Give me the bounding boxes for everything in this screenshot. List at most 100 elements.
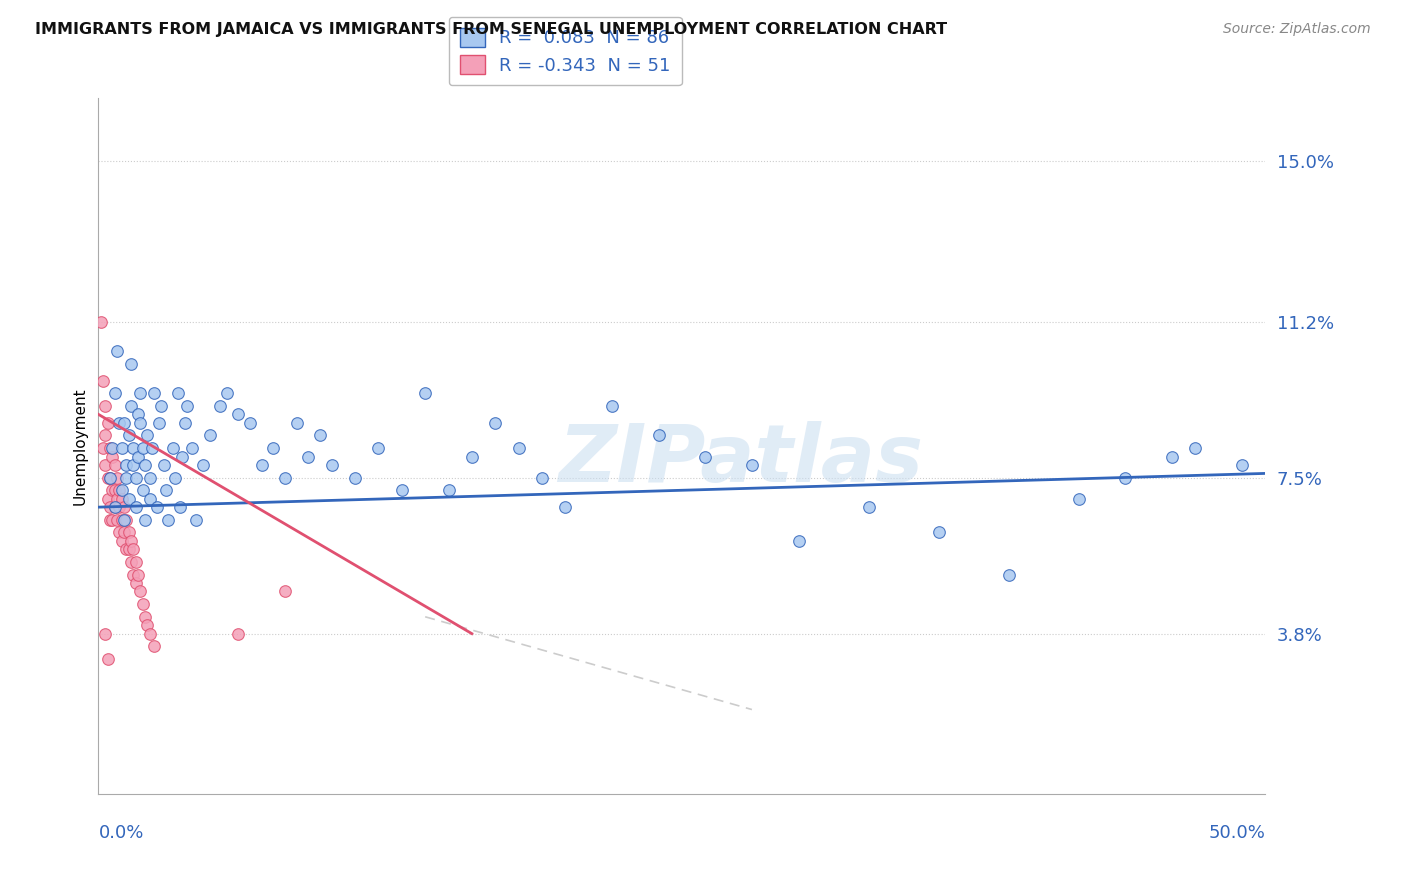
Point [554, 500, 576, 515]
Point [239, 416, 262, 430]
Point [98, 470, 121, 484]
Point [134, 513, 156, 527]
Point [367, 441, 389, 455]
Point [94, 428, 117, 442]
Point [208, 399, 231, 413]
Point [111, 533, 134, 548]
Point [125, 576, 148, 591]
Point [129, 416, 152, 430]
Point [125, 470, 148, 484]
Point [125, 500, 148, 515]
Point [101, 483, 124, 498]
Point [104, 500, 127, 515]
Point [112, 416, 135, 430]
Point [129, 386, 152, 401]
Point [101, 513, 124, 527]
Point [139, 470, 162, 484]
Point [97, 416, 120, 430]
Point [118, 542, 141, 557]
Point [787, 533, 810, 548]
Point [94, 626, 117, 640]
Point [122, 542, 145, 557]
Point [1067, 491, 1090, 506]
Point [172, 450, 194, 464]
Point [97, 652, 120, 666]
Text: IMMIGRANTS FROM JAMAICA VS IMMIGRANTS FROM SENEGAL UNEMPLOYMENT CORRELATION CHAR: IMMIGRANTS FROM JAMAICA VS IMMIGRANTS FR… [35, 22, 948, 37]
Text: Source: ZipAtlas.com: Source: ZipAtlas.com [1223, 22, 1371, 37]
Point [98, 500, 121, 515]
Point [173, 416, 195, 430]
Point [200, 428, 222, 442]
Point [120, 533, 142, 548]
Point [600, 399, 623, 413]
Point [285, 416, 308, 430]
Point [997, 567, 1019, 582]
Point [141, 441, 163, 455]
Point [165, 470, 187, 484]
Point [1184, 441, 1206, 455]
Point [127, 408, 149, 422]
Point [122, 567, 145, 582]
Point [108, 525, 131, 540]
Point [134, 609, 156, 624]
Point [146, 500, 169, 515]
Point [118, 428, 141, 442]
Point [112, 525, 135, 540]
Point [169, 500, 191, 515]
Point [1230, 458, 1253, 472]
Point [508, 441, 530, 455]
Point [115, 513, 138, 527]
Point [127, 450, 149, 464]
Point [90, 315, 112, 329]
Point [530, 470, 553, 484]
Text: 0.0%: 0.0% [98, 824, 143, 842]
Point [94, 399, 117, 413]
Point [101, 450, 124, 464]
Point [122, 458, 145, 472]
Point [136, 618, 159, 632]
Point [112, 513, 135, 527]
Point [129, 584, 152, 599]
Point [132, 483, 155, 498]
Point [391, 483, 413, 498]
Point [413, 386, 436, 401]
Point [166, 386, 188, 401]
Point [695, 450, 717, 464]
Point [127, 567, 149, 582]
Point [309, 428, 332, 442]
Point [155, 483, 177, 498]
Point [461, 450, 484, 464]
Point [180, 441, 202, 455]
Point [98, 470, 121, 484]
Point [1161, 450, 1184, 464]
Point [120, 555, 142, 569]
Point [115, 458, 138, 472]
Point [134, 458, 156, 472]
Point [108, 416, 131, 430]
Point [104, 483, 127, 498]
Point [143, 640, 166, 654]
Point [139, 626, 162, 640]
Point [143, 386, 166, 401]
Point [148, 416, 170, 430]
Point [157, 513, 180, 527]
Point [152, 458, 174, 472]
Point [98, 513, 121, 527]
Point [132, 441, 155, 455]
Point [108, 483, 131, 498]
Point [118, 525, 141, 540]
Point [344, 470, 367, 484]
Point [104, 386, 127, 401]
Point [94, 458, 117, 472]
Text: ZIPatlas: ZIPatlas [558, 421, 922, 499]
Point [858, 500, 880, 515]
Point [162, 441, 184, 455]
Point [120, 399, 142, 413]
Point [101, 441, 124, 455]
Point [105, 344, 128, 359]
Point [105, 513, 128, 527]
Point [97, 491, 120, 506]
Point [139, 491, 162, 506]
Point [115, 470, 138, 484]
Point [111, 483, 134, 498]
